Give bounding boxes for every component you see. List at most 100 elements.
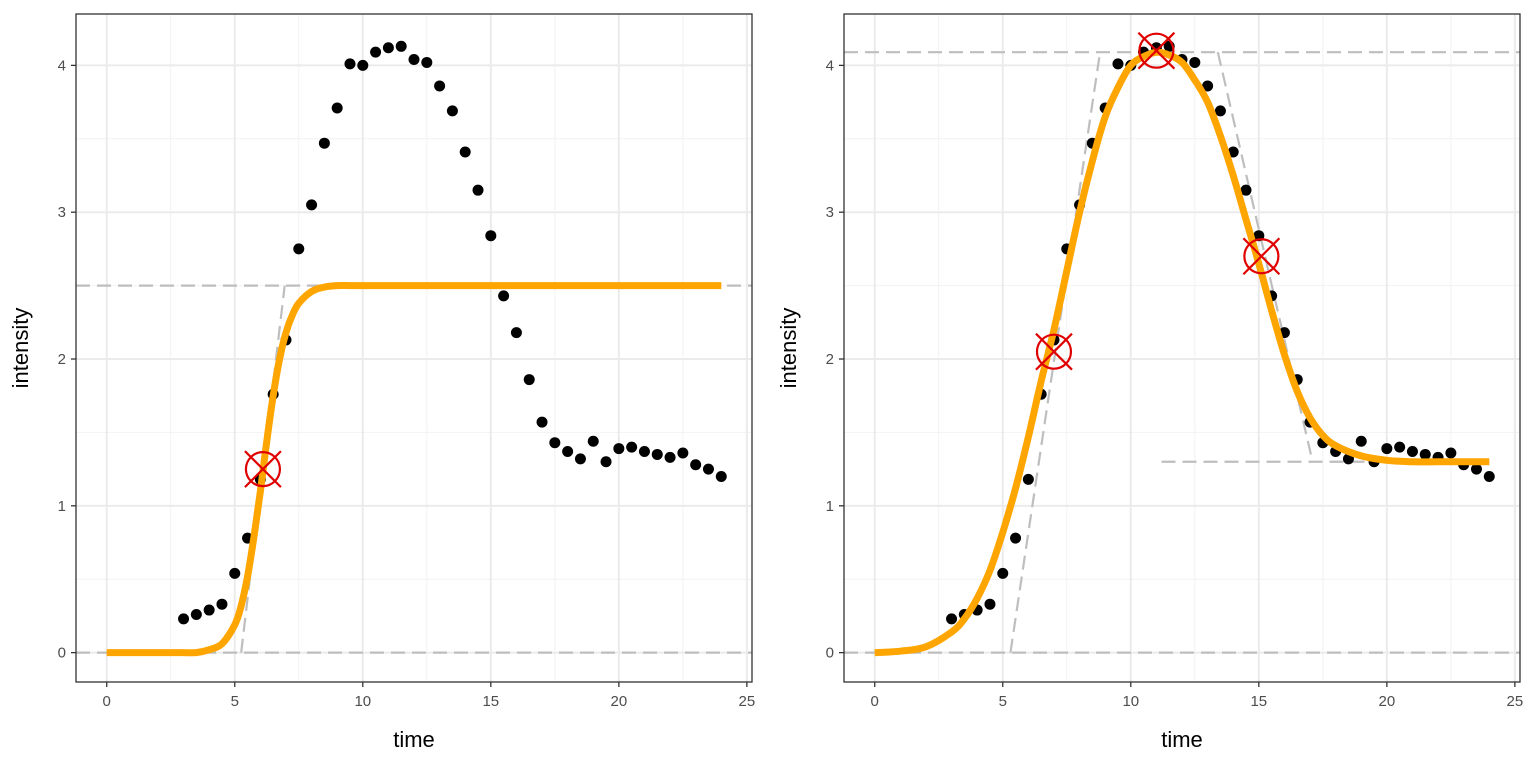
left-data-point <box>664 451 676 463</box>
left-data-point <box>472 184 484 196</box>
marker-circle <box>244 451 282 488</box>
left-plot-background <box>76 14 752 682</box>
left-data-point <box>485 230 497 242</box>
left-x-tick-label: 10 <box>354 693 371 710</box>
right-data-point <box>1112 58 1124 70</box>
left-x-tick-label: 15 <box>482 693 499 710</box>
left-x-tick-label: 0 <box>103 693 111 710</box>
right-data-point <box>997 567 1009 579</box>
left-data-point <box>357 59 369 71</box>
right-y-tick-label: 2 <box>826 351 834 368</box>
marker-circle <box>1138 32 1175 69</box>
right-panel: 0 5 10 15 20 25 0 1 2 3 4 time intensity <box>776 13 1524 752</box>
left-data-point <box>421 56 433 68</box>
left-data-point <box>715 470 727 482</box>
right-data-point <box>1419 448 1431 460</box>
left-data-point <box>331 102 343 114</box>
left-data-point <box>510 327 522 339</box>
marker-cross <box>1242 237 1281 276</box>
left-marker-inflection-point <box>244 450 282 488</box>
left-panel: 0 5 10 15 20 25 0 1 2 3 4 time intensity <box>8 13 756 752</box>
left-data-point <box>549 437 561 449</box>
right-data-point <box>1202 80 1214 92</box>
right-reference-line-3 <box>1216 51 1314 463</box>
right-panel-border <box>843 13 1521 683</box>
right-data-point <box>1227 146 1239 158</box>
left-data-point <box>434 80 446 92</box>
right-data-point <box>1214 105 1226 117</box>
right-fit-curve <box>874 48 1490 657</box>
right-y-tick-label: 1 <box>826 498 834 515</box>
left-y-axis-title: intensity <box>8 308 33 389</box>
left-data-point <box>651 448 663 460</box>
left-data-point <box>190 608 202 620</box>
left-x-tick-label: 20 <box>611 693 628 710</box>
left-y-tick-label: 1 <box>58 498 66 515</box>
left-data-point <box>613 443 625 455</box>
left-x-tick-label: 25 <box>739 693 756 710</box>
right-x-tick-label: 20 <box>1379 693 1396 710</box>
left-fit-curve <box>106 282 722 657</box>
right-data-point <box>946 613 958 625</box>
left-data-point <box>229 567 241 579</box>
left-data-point <box>395 40 407 52</box>
left-data-point <box>382 42 394 54</box>
left-data-point <box>523 374 535 386</box>
right-data-point <box>1189 56 1201 68</box>
right-x-tick-label: 15 <box>1250 693 1267 710</box>
right-data-point <box>1010 532 1022 544</box>
marker-cross <box>1137 31 1176 70</box>
left-panel-border <box>75 13 753 683</box>
left-data-point <box>408 54 420 66</box>
left-data-point <box>536 416 548 428</box>
right-data-point <box>1240 184 1252 196</box>
left-data-point <box>203 604 215 616</box>
left-data-point <box>690 459 702 471</box>
left-data-point <box>370 46 382 58</box>
left-data-point <box>216 598 228 610</box>
right-x-tick-label: 25 <box>1507 693 1524 710</box>
marker-circle <box>1243 238 1280 275</box>
right-x-tick-label: 5 <box>999 693 1007 710</box>
left-y-tick-label: 2 <box>58 351 66 368</box>
left-data-point <box>562 446 574 458</box>
right-data-point <box>1022 473 1034 485</box>
marker-cross <box>1035 332 1073 371</box>
right-marker-midpoint-1 <box>1035 332 1073 371</box>
right-data-point <box>1406 446 1418 458</box>
right-marker-midpoint-2 <box>1242 237 1281 276</box>
left-data-point <box>677 447 689 459</box>
right-y-tick-label: 3 <box>826 204 834 221</box>
left-data-point <box>459 146 471 158</box>
right-data-point <box>1381 443 1393 455</box>
left-x-tick-label: 5 <box>231 693 239 710</box>
left-data-point <box>574 453 586 465</box>
right-y-tick-label: 0 <box>826 645 834 662</box>
right-data-point <box>1355 435 1367 447</box>
left-data-point <box>600 456 612 468</box>
left-data-point <box>446 105 458 117</box>
right-marker-maximum <box>1137 31 1176 70</box>
left-data-point <box>498 290 510 302</box>
right-y-axis-title: intensity <box>776 308 801 389</box>
right-data-point <box>1445 447 1457 459</box>
left-data-point <box>587 435 599 447</box>
right-x-axis-title: time <box>1161 727 1203 752</box>
marker-circle <box>1035 333 1073 370</box>
left-data-point <box>178 613 190 625</box>
left-y-tick-label: 3 <box>58 204 66 221</box>
left-data-point <box>293 243 305 255</box>
right-x-tick-label: 0 <box>871 693 879 710</box>
left-x-axis-title: time <box>393 727 435 752</box>
right-data-point <box>1394 441 1406 453</box>
right-data-point <box>1483 470 1495 482</box>
right-x-tick-label: 10 <box>1122 693 1139 710</box>
marker-cross <box>244 450 282 488</box>
left-data-point <box>638 446 650 458</box>
left-data-point <box>626 441 638 453</box>
left-data-point <box>306 199 318 211</box>
right-data-point <box>1470 463 1482 475</box>
left-y-tick-label: 4 <box>58 57 66 74</box>
left-data-point <box>702 463 714 475</box>
